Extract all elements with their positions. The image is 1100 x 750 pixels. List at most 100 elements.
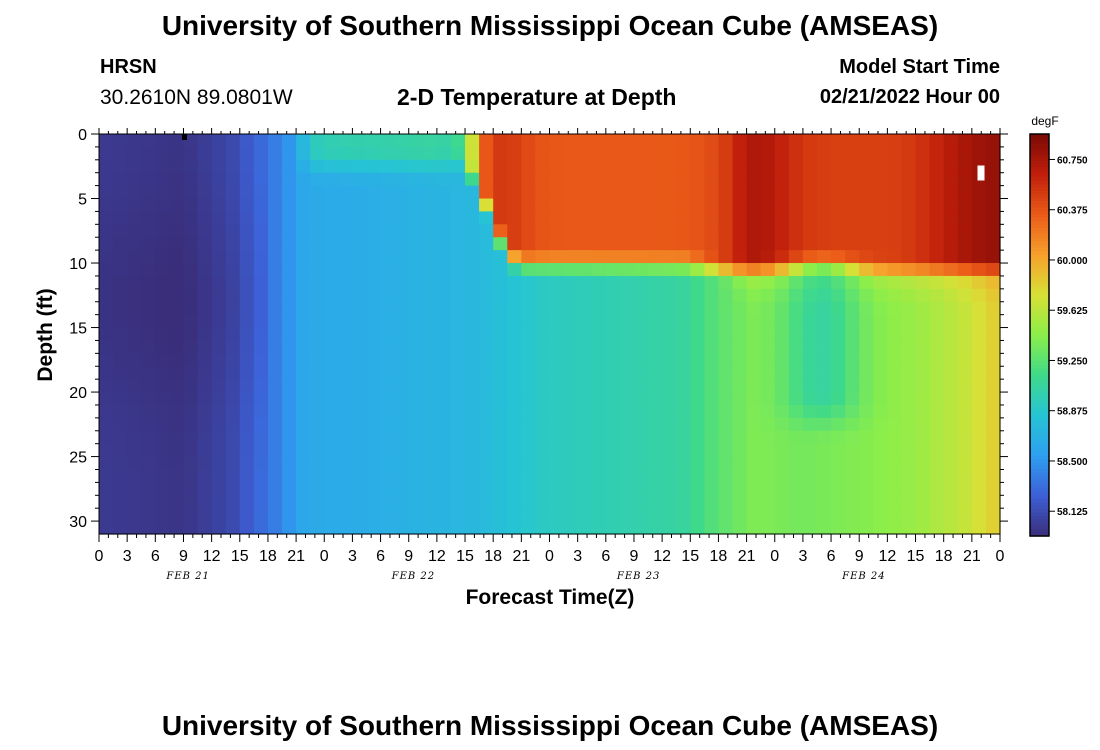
heatmap-cell bbox=[802, 301, 818, 316]
heatmap-cell bbox=[732, 159, 748, 174]
x-tick-label: 18 bbox=[935, 548, 953, 565]
heatmap-cell bbox=[549, 198, 565, 213]
heatmap-cell bbox=[450, 146, 466, 161]
heatmap-cell bbox=[338, 353, 354, 367]
heatmap-cell bbox=[479, 224, 494, 238]
heatmap-cell bbox=[760, 198, 776, 213]
heatmap-cell bbox=[127, 366, 142, 380]
heatmap-cell bbox=[211, 198, 227, 213]
heatmap-cell bbox=[619, 288, 635, 303]
heatmap-cell bbox=[957, 521, 973, 535]
heatmap-cell bbox=[943, 301, 959, 316]
heatmap-cell bbox=[450, 521, 466, 535]
heatmap-cell bbox=[507, 392, 522, 406]
heatmap-cell bbox=[408, 314, 424, 329]
x-tick-label: 0 bbox=[770, 548, 779, 565]
heatmap-cell bbox=[408, 379, 424, 393]
heatmap-cell bbox=[605, 521, 621, 535]
heatmap-cell bbox=[99, 379, 114, 393]
heatmap-cell bbox=[282, 392, 297, 406]
heatmap-cell bbox=[155, 134, 170, 148]
heatmap-cell bbox=[310, 443, 325, 458]
heatmap-cell bbox=[760, 508, 776, 522]
heatmap-cell bbox=[183, 134, 199, 148]
heatmap-cell bbox=[436, 508, 452, 522]
heatmap-cell bbox=[493, 469, 508, 483]
heatmap-cell bbox=[99, 134, 114, 148]
heatmap-cell bbox=[394, 508, 410, 522]
heatmap-cell bbox=[577, 224, 593, 238]
heatmap-cell bbox=[183, 275, 199, 290]
colorbar-swatch bbox=[1030, 519, 1049, 524]
heatmap-cell bbox=[436, 417, 452, 432]
heatmap-cell bbox=[493, 366, 508, 380]
heatmap-cell bbox=[718, 430, 734, 445]
heatmap-cell bbox=[915, 508, 931, 522]
heatmap-cell bbox=[732, 417, 748, 432]
heatmap-cell bbox=[577, 327, 593, 342]
heatmap-cell bbox=[422, 198, 438, 213]
heatmap-cell bbox=[535, 366, 551, 380]
heatmap-cell bbox=[901, 146, 917, 161]
x-tick-label: 9 bbox=[630, 548, 639, 565]
heatmap-cell bbox=[141, 521, 156, 535]
heatmap-cell bbox=[296, 366, 311, 380]
heatmap-cell bbox=[633, 172, 649, 187]
heatmap-cell bbox=[957, 430, 973, 445]
heatmap-cell bbox=[408, 404, 424, 419]
heatmap-cell bbox=[845, 263, 860, 277]
heatmap-cell bbox=[605, 404, 621, 419]
heatmap-cell bbox=[113, 288, 128, 303]
heatmap-cell bbox=[760, 134, 776, 148]
heatmap-cell bbox=[985, 211, 1001, 225]
heatmap-cell bbox=[352, 366, 368, 380]
heatmap-cell bbox=[662, 275, 677, 290]
heatmap-cell bbox=[239, 301, 255, 316]
heatmap-cell bbox=[887, 521, 903, 535]
heatmap-cell bbox=[535, 250, 551, 264]
heatmap-cell bbox=[380, 469, 396, 483]
heatmap-cell bbox=[479, 314, 494, 329]
heatmap-cell bbox=[816, 392, 832, 406]
colorbar-swatch bbox=[1030, 445, 1049, 450]
heatmap-cell bbox=[267, 301, 283, 316]
heatmap-cell bbox=[352, 198, 368, 213]
heatmap-cell bbox=[408, 275, 424, 290]
heatmap-cell bbox=[633, 301, 649, 316]
heatmap-cell bbox=[352, 301, 368, 316]
heatmap-cell bbox=[901, 379, 917, 393]
heatmap-cell bbox=[591, 237, 607, 251]
heatmap-cell bbox=[943, 521, 959, 535]
heatmap-cell bbox=[394, 134, 410, 148]
heatmap-cell bbox=[127, 275, 142, 290]
heatmap-cell bbox=[845, 224, 860, 238]
heatmap-cell bbox=[366, 456, 382, 471]
heatmap-cell bbox=[831, 443, 846, 458]
heatmap-cell bbox=[591, 430, 607, 445]
heatmap-cell bbox=[648, 404, 663, 419]
colorbar-swatch bbox=[1030, 398, 1049, 403]
heatmap-cell bbox=[901, 482, 917, 496]
heatmap-cell bbox=[493, 508, 508, 522]
colorbar-swatch bbox=[1030, 492, 1049, 497]
heatmap-cell bbox=[732, 263, 748, 277]
heatmap-cell bbox=[310, 172, 325, 187]
heatmap-cell bbox=[662, 353, 677, 367]
heatmap-cell bbox=[774, 211, 790, 225]
heatmap-cell bbox=[141, 508, 156, 522]
heatmap-cell bbox=[605, 159, 621, 174]
heatmap-cell bbox=[859, 366, 874, 380]
heatmap-cell bbox=[507, 404, 522, 419]
heatmap-cell bbox=[619, 353, 635, 367]
heatmap-cell bbox=[225, 521, 241, 535]
heatmap-cell bbox=[549, 366, 565, 380]
heatmap-cell bbox=[408, 353, 424, 367]
heatmap-cell bbox=[985, 159, 1001, 174]
heatmap-cell bbox=[971, 224, 987, 238]
heatmap-cell bbox=[479, 211, 494, 225]
heatmap-cell bbox=[197, 392, 213, 406]
heatmap-cell bbox=[943, 134, 959, 148]
heatmap-cell bbox=[310, 301, 325, 316]
heatmap-cell bbox=[338, 327, 354, 342]
heatmap-cell bbox=[605, 379, 621, 393]
